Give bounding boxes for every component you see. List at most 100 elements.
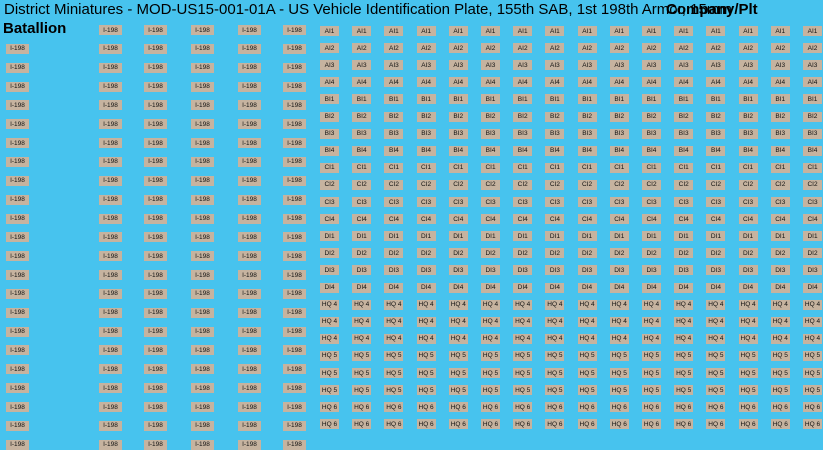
company-plate: AI2 bbox=[545, 43, 565, 54]
company-plate: CI3 bbox=[352, 197, 372, 207]
battalion-plate: I-198 bbox=[144, 25, 167, 35]
company-plate: AI2 bbox=[803, 43, 822, 54]
battalion-plate: I-198 bbox=[191, 138, 214, 149]
company-plate: DI1 bbox=[320, 231, 339, 242]
company-plate: AI1 bbox=[577, 26, 597, 36]
battalion-plate: I-198 bbox=[144, 232, 167, 243]
company-plate: CI2 bbox=[384, 179, 404, 190]
company-plate: BI1 bbox=[481, 94, 500, 105]
company-plate: CI4 bbox=[320, 214, 339, 225]
company-plate: HQ 4 bbox=[738, 333, 758, 344]
company-plate: HQ 6 bbox=[320, 419, 339, 430]
company-plate: HQ 5 bbox=[545, 368, 565, 378]
battalion-plate: I-198 bbox=[6, 213, 29, 224]
company-plate: CI3 bbox=[416, 197, 436, 207]
company-plate: BI3 bbox=[770, 128, 790, 139]
company-plate: BI4 bbox=[674, 145, 694, 156]
company-plate: HQ 6 bbox=[642, 419, 661, 430]
company-plate: BI1 bbox=[803, 94, 822, 105]
company-plate: BI2 bbox=[320, 111, 339, 122]
battalion-plate: I-198 bbox=[99, 62, 122, 73]
company-plate: HQ 4 bbox=[770, 333, 790, 344]
company-plate: CI2 bbox=[674, 179, 694, 190]
company-plate: HQ 6 bbox=[384, 419, 404, 430]
company-plate: HQ 4 bbox=[609, 333, 629, 344]
company-plate: HQ 5 bbox=[674, 350, 694, 361]
company-plate: CI3 bbox=[384, 197, 404, 207]
company-plate: CI1 bbox=[738, 162, 758, 173]
company-plate: DI2 bbox=[384, 248, 404, 259]
company-plate: HQ 4 bbox=[545, 299, 565, 310]
company-plate: HQ 5 bbox=[674, 385, 694, 396]
battalion-plate: I-198 bbox=[144, 420, 167, 431]
company-plate: DI4 bbox=[674, 282, 694, 293]
company-plate: HQ 5 bbox=[384, 368, 404, 378]
company-plate: CI2 bbox=[545, 179, 565, 190]
battalion-plate: I-198 bbox=[144, 270, 167, 281]
company-plate: HQ 4 bbox=[352, 333, 372, 344]
company-plate: DI3 bbox=[706, 265, 726, 276]
company-plate: HQ 4 bbox=[448, 299, 468, 310]
company-plate: CI1 bbox=[642, 162, 661, 173]
company-plate: BI3 bbox=[545, 128, 565, 139]
company-plate: HQ 4 bbox=[384, 333, 404, 344]
battalion-plate: I-198 bbox=[144, 213, 167, 224]
company-plate: HQ 4 bbox=[770, 299, 790, 310]
company-plate: DI1 bbox=[674, 231, 694, 242]
company-plate: CI4 bbox=[706, 214, 726, 225]
company-plate: DI3 bbox=[320, 265, 339, 276]
battalion-plate: I-198 bbox=[191, 119, 214, 130]
company-plate: CI3 bbox=[642, 197, 661, 207]
company-plate: AI4 bbox=[803, 77, 822, 88]
battalion-plate: I-198 bbox=[99, 326, 122, 337]
battalion-plate: I-198 bbox=[238, 62, 261, 73]
battalion-plate: I-198 bbox=[238, 138, 261, 149]
company-plate: HQ 6 bbox=[577, 419, 597, 430]
company-plate: BI2 bbox=[384, 111, 404, 122]
battalion-plate: I-198 bbox=[99, 81, 122, 92]
company-plate: DI2 bbox=[577, 248, 597, 259]
company-plate: CI2 bbox=[770, 179, 790, 190]
company-plate: BI1 bbox=[513, 94, 533, 105]
company-plate: DI1 bbox=[545, 231, 565, 242]
company-plate: BI2 bbox=[448, 111, 468, 122]
company-plate: AI3 bbox=[448, 60, 468, 71]
company-plate: HQ 4 bbox=[384, 316, 404, 327]
company-plate: DI3 bbox=[545, 265, 565, 276]
company-plate: DI3 bbox=[738, 265, 758, 276]
company-plate: AI4 bbox=[706, 77, 726, 88]
battalion-plate: I-198 bbox=[144, 100, 167, 111]
company-plate: HQ 4 bbox=[577, 299, 597, 310]
company-plate: AI4 bbox=[642, 77, 661, 88]
company-plate: HQ 5 bbox=[577, 368, 597, 378]
company-plate: HQ 5 bbox=[320, 368, 339, 378]
battalion-plate: I-198 bbox=[144, 439, 167, 450]
battalion-plate: I-198 bbox=[6, 326, 29, 337]
battalion-plate: I-198 bbox=[99, 138, 122, 149]
company-plate: HQ 4 bbox=[706, 333, 726, 344]
company-plate: DI4 bbox=[609, 282, 629, 293]
battalion-plate: I-198 bbox=[6, 81, 29, 92]
battalion-plate: I-198 bbox=[191, 402, 214, 412]
company-plate: HQ 4 bbox=[674, 316, 694, 327]
company-plate: HQ 6 bbox=[609, 402, 629, 413]
company-plate: DI4 bbox=[481, 282, 500, 293]
battalion-plate: I-198 bbox=[99, 213, 122, 224]
company-plate: HQ 4 bbox=[803, 316, 822, 327]
company-plate: DI1 bbox=[770, 231, 790, 242]
company-plate: CI4 bbox=[545, 214, 565, 225]
company-plate: HQ 6 bbox=[674, 419, 694, 430]
company-plate: CI1 bbox=[609, 162, 629, 173]
battalion-plate: I-198 bbox=[283, 439, 306, 450]
battalion-plate: I-198 bbox=[283, 25, 306, 35]
company-plate: HQ 4 bbox=[545, 333, 565, 344]
company-plate: HQ 6 bbox=[513, 419, 533, 430]
company-plate: DI2 bbox=[674, 248, 694, 259]
company-plate: BI2 bbox=[416, 111, 436, 122]
company-plate: AI4 bbox=[481, 77, 500, 88]
company-plate: DI1 bbox=[609, 231, 629, 242]
company-plate: HQ 5 bbox=[803, 368, 822, 378]
company-plate: BI4 bbox=[738, 145, 758, 156]
company-plate: CI4 bbox=[481, 214, 500, 225]
company-plate: BI4 bbox=[320, 145, 339, 156]
